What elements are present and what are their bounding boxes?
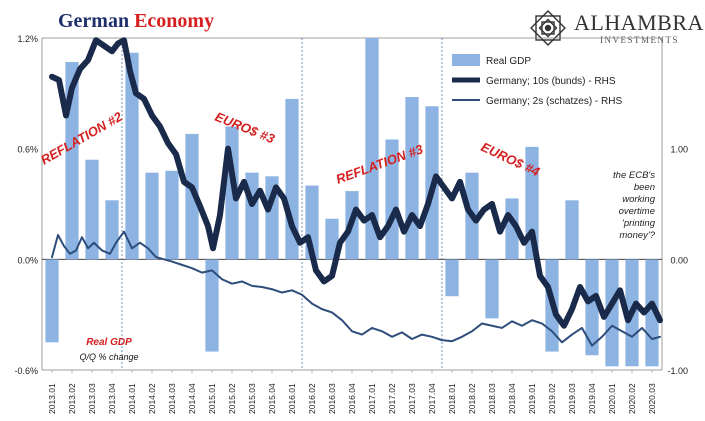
gdp-bar <box>585 259 599 356</box>
x-tick-label: 2015.03 <box>247 383 257 414</box>
bund-10y-line <box>49 37 663 329</box>
gdp-bar <box>165 170 179 260</box>
ecb-note-line: been <box>634 182 655 193</box>
left-tick-label: -0.6% <box>14 366 38 376</box>
ecb-note-line: working <box>622 194 655 205</box>
gdp-bar <box>325 218 339 260</box>
x-tick-label: 2019.02 <box>547 383 557 414</box>
gdp-bar <box>145 172 159 260</box>
legend-label: Real GDP <box>486 56 531 67</box>
legend-swatch-gdp <box>452 54 480 66</box>
gdp-bar <box>365 38 379 260</box>
x-tick-label: 2018.03 <box>487 383 497 414</box>
x-tick-label: 2016.04 <box>347 383 357 414</box>
x-tick-label: 2018.04 <box>507 383 517 414</box>
annotation-qq-change: Q/Q % change <box>79 352 138 362</box>
gdp-bar <box>405 97 419 260</box>
x-tick-label: 2016.03 <box>327 383 337 414</box>
x-tick-label: 2014.04 <box>187 383 197 414</box>
gdp-bar <box>445 259 459 297</box>
gdp-bar <box>605 259 619 367</box>
x-tick-label: 2018.01 <box>447 383 457 414</box>
x-tick-label: 2016.02 <box>307 383 317 414</box>
x-tick-label: 2020.01 <box>607 383 617 414</box>
logo: ALHAMBRA INVESTMENTS <box>528 8 703 50</box>
x-tick-label: 2014.03 <box>167 383 177 414</box>
x-tick-label: 2015.04 <box>267 383 277 414</box>
title-economy: Economy <box>134 10 215 32</box>
x-tick-label: 2019.01 <box>527 383 537 414</box>
gdp-bar <box>125 52 139 260</box>
x-tick-label: 2013.01 <box>47 383 57 414</box>
x-tick-label: 2020.03 <box>647 383 657 414</box>
ecb-note-line: overtime <box>619 206 655 217</box>
x-tick-label: 2017.03 <box>407 383 417 414</box>
schatz-2y-line <box>51 230 661 347</box>
ecb-note-line: 'printing <box>622 218 656 229</box>
gdp-bar <box>565 200 579 260</box>
ecb-note-line: money'? <box>619 230 655 241</box>
x-tick-label: 2018.02 <box>467 383 477 414</box>
gdp-bar <box>485 259 499 319</box>
x-tick-label: 2014.01 <box>127 383 137 414</box>
chart-title: German Economy <box>58 10 214 33</box>
legend-label: Germany; 10s (bunds) - RHS <box>486 76 616 87</box>
x-tick-label: 2016.01 <box>287 383 297 414</box>
annotation-reflation-2: REFLATION #2 <box>38 108 125 167</box>
x-tick-label: 2013.02 <box>67 383 77 414</box>
x-tick-label: 2015.02 <box>227 383 237 414</box>
left-tick-label: 0.0% <box>17 255 38 265</box>
x-tick-label: 2017.04 <box>427 383 437 414</box>
right-tick-label: 1.00 <box>670 145 688 155</box>
x-tick-label: 2014.02 <box>147 383 157 414</box>
legend-label: Germany; 2s (schatzes) - RHS <box>486 96 622 107</box>
annotation-real-gdp: Real GDP <box>86 337 132 348</box>
gdp-bar <box>185 133 199 260</box>
gdp-bar <box>85 159 99 260</box>
title-german: German <box>58 10 130 32</box>
x-tick-label: 2019.04 <box>587 383 597 414</box>
x-tick-label: 2015.01 <box>207 383 217 414</box>
gdp-bar <box>645 259 659 367</box>
alhambra-geometric-star-icon <box>530 10 566 46</box>
right-tick-label: -1.00 <box>667 366 688 376</box>
gdp-bar <box>45 259 59 343</box>
ecb-note-line: the ECB's <box>613 170 655 181</box>
left-tick-label: 0.6% <box>17 145 38 155</box>
logo-name: ALHAMBRA <box>574 10 704 35</box>
right-tick-label: 0.00 <box>670 255 688 265</box>
gdp-bar <box>205 259 219 352</box>
left-tick-label: 1.2% <box>17 34 38 44</box>
x-tick-label: 2017.02 <box>387 383 397 414</box>
x-tick-label: 2020.02 <box>627 383 637 414</box>
x-tick-label: 2013.04 <box>107 383 117 414</box>
annotation-euro-3: EURO$ #3 <box>213 109 278 147</box>
x-tick-label: 2017.01 <box>367 383 377 414</box>
x-tick-label: 2019.03 <box>567 383 577 414</box>
x-tick-label: 2013.03 <box>87 383 97 414</box>
logo-sub: INVESTMENTS <box>600 35 679 45</box>
